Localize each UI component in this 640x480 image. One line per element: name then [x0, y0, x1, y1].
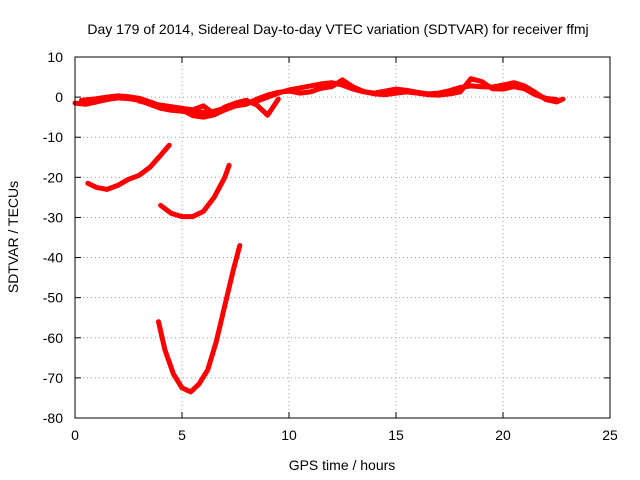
x-tick-label: 10 — [281, 427, 297, 443]
x-tick-label: 0 — [71, 427, 79, 443]
series-arc-3 — [156, 243, 243, 395]
y-tick-label: -40 — [43, 250, 63, 266]
y-tick-label: -10 — [43, 129, 63, 145]
y-tick-label: -60 — [43, 330, 63, 346]
y-tick-label: -30 — [43, 209, 63, 225]
y-tick-label: -20 — [43, 169, 63, 185]
ticks — [74, 56, 611, 419]
x-tick-label: 15 — [388, 427, 404, 443]
y-axis-title: SDTVAR / TECUs — [5, 181, 21, 293]
plot-frame — [74, 56, 611, 419]
series-arc-1 — [85, 142, 172, 192]
y-tick-label: -80 — [43, 410, 63, 426]
y-tick-label: 0 — [55, 89, 63, 105]
y-tick-label: -70 — [43, 370, 63, 386]
chart-title: Day 179 of 2014, Sidereal Day-to-day VTE… — [87, 21, 588, 37]
x-tick-label: 20 — [495, 427, 511, 443]
y-tick-label: -50 — [43, 290, 63, 306]
series-arc-2 — [158, 162, 232, 220]
grid — [75, 57, 610, 418]
series-group — [72, 76, 566, 395]
y-tick-label: 10 — [47, 49, 63, 65]
x-tick-label: 5 — [178, 427, 186, 443]
x-axis-title: GPS time / hours — [289, 457, 396, 473]
tick-labels: 0 5 10 15 20 25 10 0 -10 -20 -30 -40 -50 -60 -70 -80 — [43, 49, 618, 443]
x-tick-label: 25 — [602, 427, 618, 443]
series-main-band-c — [136, 96, 281, 118]
